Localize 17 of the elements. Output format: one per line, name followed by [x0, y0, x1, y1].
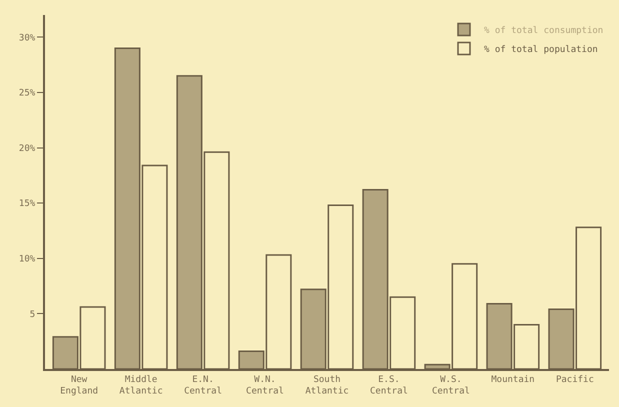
x-tick-label: Mountain — [491, 374, 535, 385]
y-tick-label: 15% — [18, 199, 36, 210]
x-tick-label: W.S. Central — [432, 374, 470, 396]
legend-label: % of total population — [484, 45, 598, 56]
y-tick-label: 10% — [18, 254, 36, 265]
x-tick-label: E.N. Central — [184, 374, 222, 396]
x-tick-label: Pacific — [556, 374, 594, 385]
y-tick-label: 20% — [18, 144, 36, 154]
x-tick-label: New England — [60, 374, 98, 396]
y-tick-label: 5 — [30, 310, 36, 320]
x-tick-label: E.S. Central — [370, 374, 408, 396]
x-tick-label: South Atlantic — [305, 374, 349, 396]
x-tick-label: Middle Atlantic — [119, 374, 163, 396]
x-tick-label: W.N. Central — [246, 374, 284, 396]
legend-label: % of total consumption — [484, 26, 604, 36]
y-tick-label: 30% — [18, 33, 36, 44]
y-tick-label: 25% — [18, 88, 36, 99]
